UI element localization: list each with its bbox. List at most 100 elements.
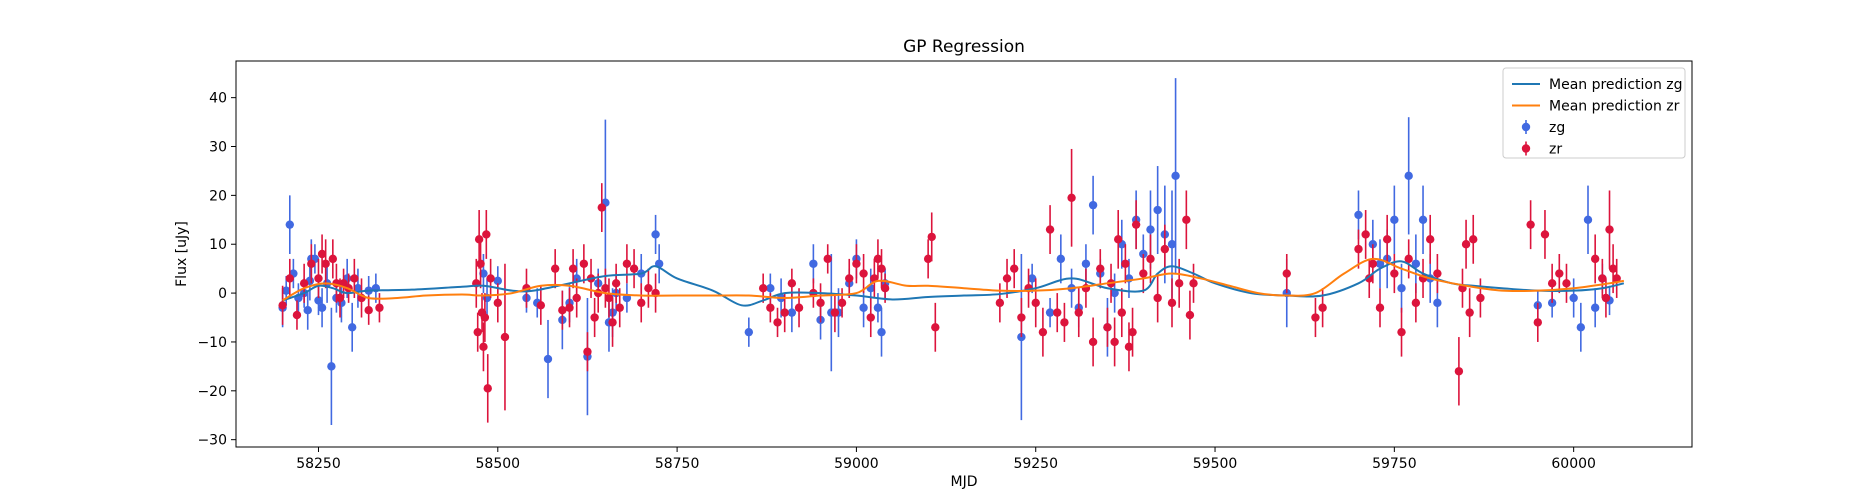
point-zr <box>995 298 1005 308</box>
point-zr <box>1375 303 1385 312</box>
point-zg <box>859 303 868 312</box>
point-zr <box>597 203 606 212</box>
point-zr <box>1114 235 1123 244</box>
point-zr <box>1411 298 1421 308</box>
point-zr <box>493 298 502 308</box>
point-zr <box>568 264 578 273</box>
x-tick-label: 59500 <box>1193 456 1238 472</box>
y-tick-label: −30 <box>197 433 227 449</box>
point-zr <box>474 235 484 244</box>
point-zr <box>837 298 847 308</box>
point-zr <box>278 301 287 310</box>
x-tick-label: 58500 <box>476 456 521 472</box>
point-zr <box>1311 313 1320 322</box>
point-zr <box>558 305 567 315</box>
point-zg <box>327 362 336 371</box>
point-zr <box>873 254 883 264</box>
point-zg <box>877 327 886 337</box>
point-zg <box>1433 298 1442 308</box>
legend-item: Mean prediction zr <box>1512 99 1680 115</box>
point-zg <box>317 303 327 312</box>
point-zg <box>1590 303 1600 312</box>
point-zr <box>335 293 345 303</box>
point-zg <box>1583 215 1593 224</box>
point-zg <box>1375 259 1385 268</box>
point-zr <box>1160 244 1170 254</box>
point-zg <box>873 303 883 312</box>
point-zr <box>328 254 338 264</box>
point-zr <box>1540 230 1550 239</box>
point-zr <box>1547 279 1557 288</box>
point-zr <box>1526 220 1535 229</box>
line-mean-prediction-zr <box>282 257 1625 302</box>
point-zr <box>644 284 653 293</box>
point-zr <box>1053 308 1062 317</box>
legend-label: Mean prediction zg <box>1549 77 1683 93</box>
point-zr <box>314 274 323 283</box>
x-tick-label: 58250 <box>296 456 341 472</box>
point-zr <box>1074 308 1083 317</box>
point-zr <box>1397 327 1406 337</box>
point-zg <box>543 354 553 364</box>
point-zg <box>1171 171 1180 181</box>
point-zr <box>615 303 624 312</box>
point-zr <box>780 308 789 317</box>
mean-prediction-layer <box>282 257 1625 307</box>
point-zg <box>787 308 797 317</box>
point-zr <box>317 249 327 259</box>
point-zr <box>1590 254 1600 264</box>
point-zr <box>1031 298 1040 308</box>
y-tick-label: 10 <box>209 237 227 253</box>
x-tick-label: 58750 <box>655 456 700 472</box>
point-zr <box>608 318 617 327</box>
y-tick-label: 20 <box>209 188 227 204</box>
point-zr <box>550 264 560 273</box>
point-zr <box>1555 269 1564 278</box>
point-zr <box>1601 293 1611 303</box>
point-zr <box>500 332 510 342</box>
point-zr <box>1088 337 1098 347</box>
point-zr <box>1002 274 1012 283</box>
point-zr <box>880 284 890 293</box>
point-zr <box>536 301 546 310</box>
point-zr <box>1354 244 1363 254</box>
point-zr <box>1117 308 1126 317</box>
point-zr <box>321 259 330 268</box>
point-zg <box>1418 215 1428 224</box>
point-zr <box>1433 269 1442 278</box>
point-zr <box>816 298 825 308</box>
point-zg <box>1404 171 1413 181</box>
point-zr <box>486 274 495 283</box>
point-zr <box>931 323 940 332</box>
point-zr <box>1174 279 1184 288</box>
point-zr <box>482 230 491 239</box>
point-zg <box>1153 205 1162 215</box>
point-zr <box>480 313 490 322</box>
point-zr <box>1060 318 1069 327</box>
point-zr <box>473 327 482 337</box>
point-zr <box>590 313 599 322</box>
chart-title: GP Regression <box>903 37 1025 57</box>
point-zr <box>1365 274 1374 283</box>
point-zr <box>927 232 936 242</box>
legend-item: Mean prediction zg <box>1512 77 1683 93</box>
point-zg <box>1088 200 1098 210</box>
point-zr <box>579 259 589 268</box>
legend-label: Mean prediction zr <box>1549 99 1680 115</box>
x-axis-label: MJD <box>951 474 978 490</box>
point-zg <box>493 276 502 286</box>
x-tick-label: 59000 <box>834 456 879 472</box>
point-zr <box>1361 230 1370 239</box>
point-zr <box>572 293 581 303</box>
point-zr <box>583 347 592 356</box>
point-zr <box>565 303 574 312</box>
point-zr <box>852 259 861 268</box>
point-zr <box>1131 220 1141 229</box>
point-zg <box>353 284 363 293</box>
y-tick-label: 30 <box>209 140 227 156</box>
point-zg <box>1045 308 1055 317</box>
point-zr <box>1153 293 1162 303</box>
point-zr <box>1382 235 1392 244</box>
point-zg <box>1056 254 1066 264</box>
